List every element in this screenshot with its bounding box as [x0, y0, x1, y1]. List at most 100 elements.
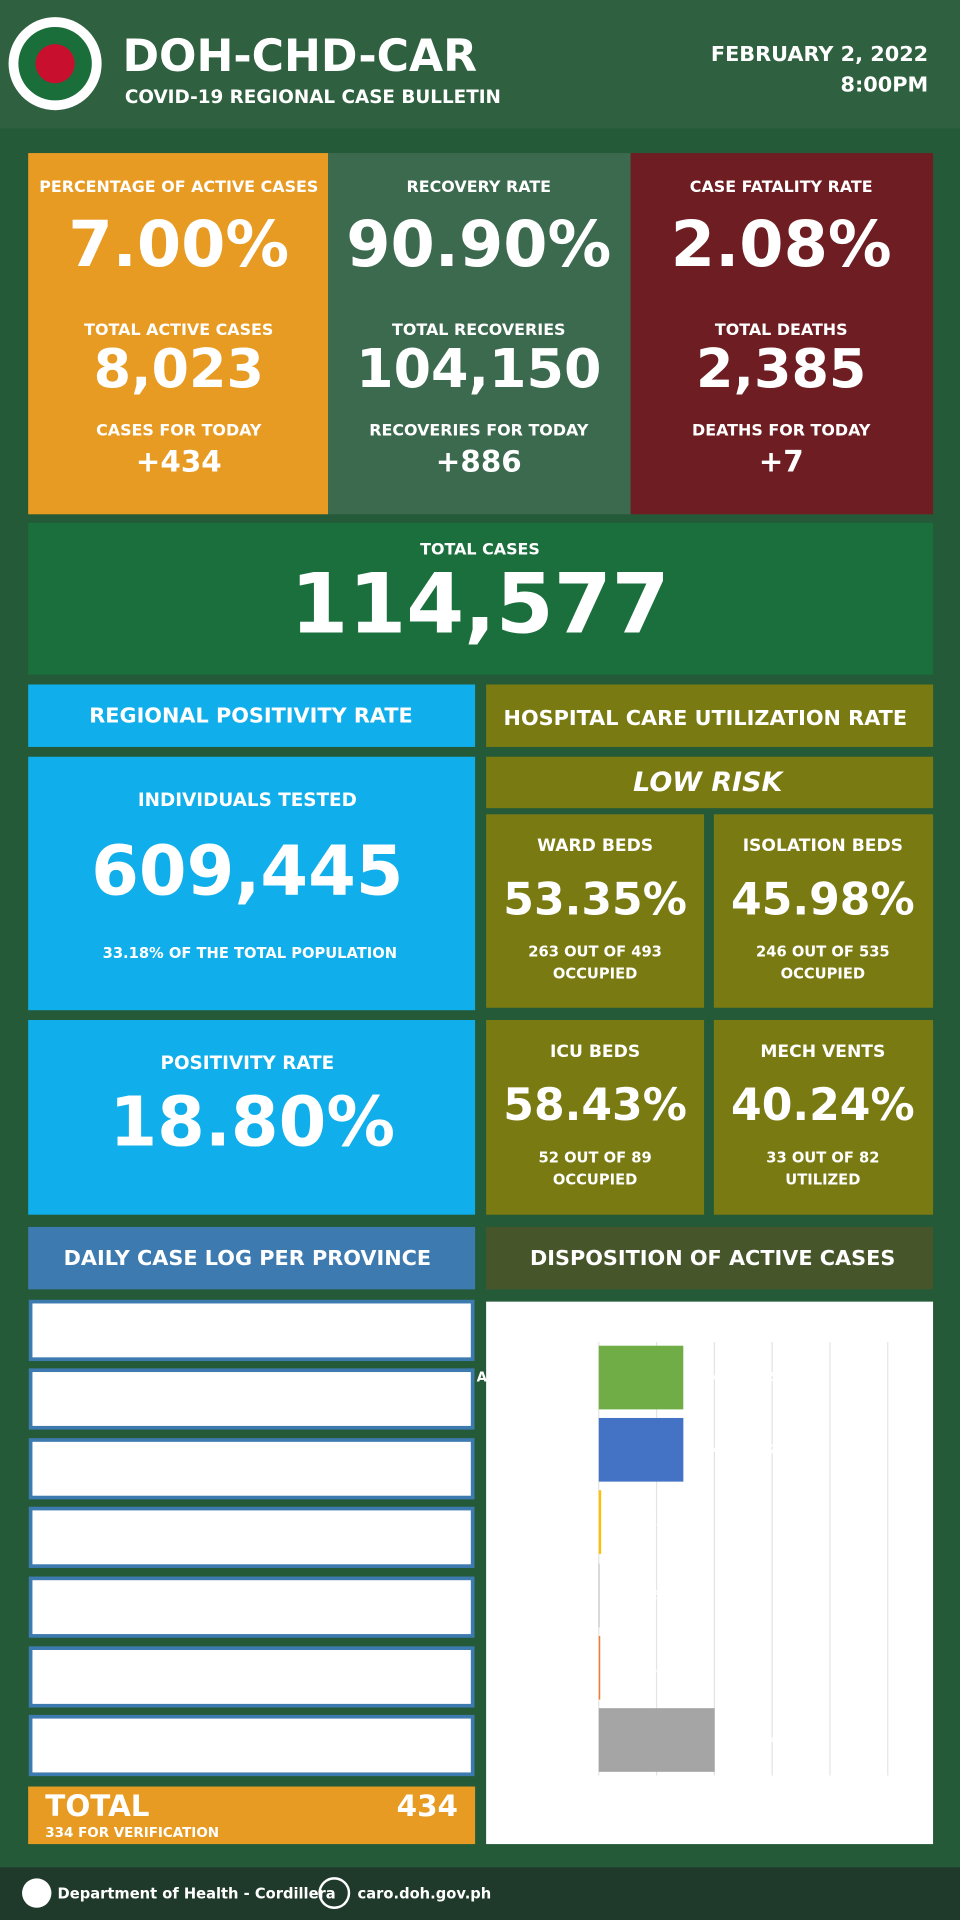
province-header: DAILY CASE LOG PER PROVINCE	[64, 1246, 431, 1270]
x-tick-label: 20%	[642, 1785, 671, 1799]
province-row	[28, 1368, 475, 1430]
positivity-rate: 18.80%	[109, 1083, 395, 1163]
bed-label: WARD BEDS	[537, 836, 653, 856]
bed-label: ICU BEDS	[550, 1042, 640, 1062]
province-note: 114 FOR VERIFICATION	[45, 1549, 219, 1564]
rate-label: PERCENTAGE OF ACTIVE CASES	[39, 177, 318, 196]
value-label: 3,217; 40.10%	[722, 1733, 821, 1747]
logo-core	[35, 44, 75, 84]
value-label: 66; 0.82%	[608, 1515, 677, 1529]
province-row	[28, 1506, 475, 1568]
hospital-header: HOSPITAL CARE UTILIZATION RATE	[504, 706, 908, 730]
value-label: 4; 0.05%	[605, 1588, 666, 1602]
total: 8,023	[94, 337, 264, 400]
category-label: Moderate	[513, 1515, 586, 1530]
total: 2,385	[696, 337, 866, 400]
total-note: 334 FOR VERIFICATION	[45, 1826, 219, 1841]
bed-count: 52 OUT OF 89	[539, 1149, 652, 1166]
today: +886	[436, 444, 522, 478]
province-count: 86	[417, 1375, 458, 1409]
rate-label: CASE FATALITY RATE	[690, 177, 873, 196]
footer-website: caro.doh.gov.ph	[358, 1885, 492, 1902]
bed-status: OCCUPIED	[781, 966, 865, 983]
bed-rate: 53.35%	[503, 874, 687, 925]
disposition-header: DISPOSITION OF ACTIVE CASES	[530, 1246, 895, 1270]
category-label: Mild	[553, 1443, 585, 1458]
today: +434	[136, 444, 222, 478]
tested-box	[28, 756, 476, 1011]
value-label: 2,348; 29.27%	[691, 1442, 790, 1456]
x-tick-label: 0%	[588, 1785, 609, 1799]
province-count: 94	[417, 1445, 458, 1479]
category-label: Severe	[533, 1589, 585, 1604]
province-name: ABRA	[45, 1313, 136, 1347]
hospital-header-box	[486, 684, 934, 747]
bed-status: OCCUPIED	[553, 1171, 637, 1188]
bed-box	[486, 814, 705, 1008]
bed-count: 33 OUT OF 82	[766, 1149, 879, 1166]
province-name: IFUGAO	[45, 1583, 172, 1617]
province-name: MT. PROVINCE	[45, 1728, 279, 1762]
province-count: 67	[417, 1728, 458, 1762]
province-count: 114	[397, 1513, 458, 1547]
province-name: BAGUIO	[45, 1445, 174, 1479]
population-note: 33.18% OF THE TOTAL POPULATION	[103, 945, 397, 962]
bar	[598, 1490, 602, 1554]
today-label: RECOVERIES FOR TODAY	[369, 421, 589, 440]
total-cases-value: 114,577	[290, 556, 669, 653]
total-count: 434	[397, 1789, 458, 1823]
total-label: TOTAL ACTIVE CASES	[84, 320, 273, 339]
x-tick-label: 60%	[758, 1785, 787, 1799]
bed-box	[713, 1020, 934, 1215]
province-note: 40 FOR VERIFICATION	[45, 1619, 209, 1634]
bed-count: 263 OUT OF 493	[528, 944, 662, 961]
tested-label: INDIVIDUALS TESTED	[138, 790, 357, 811]
rate: 90.90%	[346, 208, 611, 282]
date: FEBRUARY 2, 2022	[711, 42, 928, 66]
province-count: 40	[417, 1583, 458, 1617]
x-tick-label: 100%	[869, 1785, 907, 1799]
positivity-header-box	[28, 684, 476, 747]
footer-facebook: Department of Health - Cordillera	[58, 1885, 336, 1902]
bed-box	[713, 814, 934, 1008]
bed-label: ISOLATION BEDS	[743, 836, 903, 856]
category-label: To verify	[520, 1733, 585, 1748]
province-name: BENGUET	[45, 1513, 200, 1547]
rate-label: RECOVERY RATE	[407, 177, 552, 196]
province-total-row	[28, 1786, 476, 1845]
category-label: Asymptomatic	[477, 1371, 586, 1386]
total-label: TOTAL RECOVERIES	[392, 320, 566, 339]
disposition-header-box	[486, 1226, 934, 1290]
total-label: TOTAL DEATHS	[715, 320, 848, 339]
bed-rate: 40.24%	[731, 1080, 915, 1131]
facebook-icon	[22, 1878, 52, 1908]
total: 104,150	[356, 337, 601, 400]
category-label: Critical	[531, 1661, 585, 1676]
province-name: APAYAO	[45, 1375, 173, 1409]
province-name: KALINGA	[45, 1659, 192, 1693]
positivity-box	[28, 1020, 476, 1215]
province-row	[28, 1299, 475, 1362]
rate: 7.00%	[68, 208, 289, 282]
positivity-label: POSITIVITY RATE	[160, 1053, 334, 1074]
value-label: 41; 0.51%	[607, 1660, 677, 1674]
value-label: 2,347; 29.25%	[691, 1370, 790, 1384]
card-fatality	[630, 153, 934, 515]
bed-status: OCCUPIED	[553, 966, 637, 983]
card-active	[28, 153, 329, 515]
province-row	[28, 1438, 475, 1500]
positivity-header: REGIONAL POSITIVITY RATE	[89, 703, 412, 727]
today-label: DEATHS FOR TODAY	[692, 421, 871, 440]
province-note: 94 FOR VERIFICATION	[45, 1481, 209, 1496]
header-band	[0, 0, 960, 129]
x-tick-label: 80%	[815, 1785, 844, 1799]
bed-box	[486, 1020, 705, 1215]
province-note: 86 FOR VERIFICATION	[45, 1411, 209, 1426]
today-label: CASES FOR TODAY	[96, 421, 262, 440]
province-row	[28, 1646, 475, 1708]
web-icon	[318, 1877, 351, 1909]
tested: 609,445	[91, 832, 403, 912]
bar	[598, 1635, 601, 1700]
bar	[598, 1345, 684, 1410]
